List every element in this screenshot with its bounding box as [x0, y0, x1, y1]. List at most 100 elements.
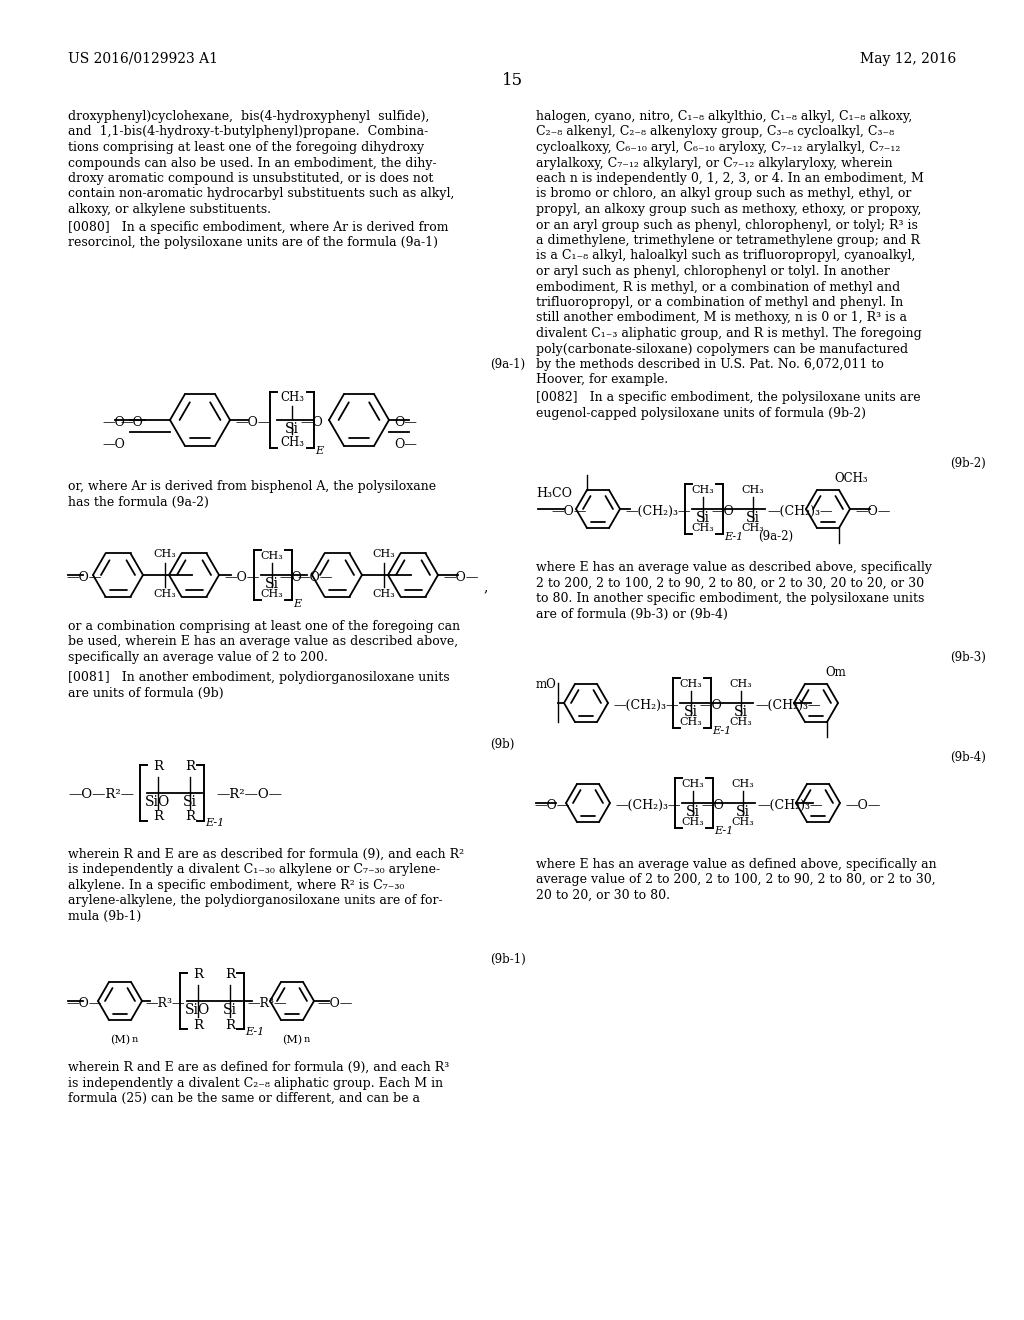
- Text: CH₃: CH₃: [741, 523, 764, 533]
- Text: each n is independently 0, 1, 2, 3, or 4. In an embodiment, M: each n is independently 0, 1, 2, 3, or 4…: [536, 172, 924, 185]
- Text: a dimethylene, trimethylene or tetramethylene group; and R: a dimethylene, trimethylene or tetrameth…: [536, 234, 920, 247]
- Text: —O—: —O—: [297, 572, 333, 583]
- Text: R: R: [153, 810, 163, 824]
- Text: specifically an average value of 2 to 200.: specifically an average value of 2 to 20…: [68, 651, 328, 664]
- Text: CH₃: CH₃: [373, 549, 395, 558]
- Text: CH₃: CH₃: [731, 817, 755, 828]
- Text: —O: —O: [300, 416, 323, 429]
- Text: —O—: —O—: [534, 799, 569, 812]
- Text: is a C₁₋₈ alkyl, haloalkyl such as trifluoropropyl, cyanoalkyl,: is a C₁₋₈ alkyl, haloalkyl such as trifl…: [536, 249, 915, 263]
- Text: CH₃: CH₃: [730, 678, 753, 689]
- Text: or an aryl group such as phenyl, chlorophenyl, or tolyl; R³ is: or an aryl group such as phenyl, chlorop…: [536, 219, 918, 231]
- Text: n: n: [304, 1035, 310, 1044]
- Text: wherein R and E are as defined for formula (9), and each R³: wherein R and E are as defined for formu…: [68, 1061, 450, 1074]
- Text: droxy aromatic compound is unsubstituted, or is does not: droxy aromatic compound is unsubstituted…: [68, 172, 433, 185]
- Text: contain non-aromatic hydrocarbyl substituents such as alkyl,: contain non-aromatic hydrocarbyl substit…: [68, 187, 455, 201]
- Text: 20 to 20, or 30 to 80.: 20 to 20, or 30 to 80.: [536, 888, 670, 902]
- Text: to 80. In another specific embodiment, the polysiloxane units: to 80. In another specific embodiment, t…: [536, 591, 925, 605]
- Text: —O—: —O—: [855, 506, 891, 517]
- Text: Si: Si: [183, 795, 197, 808]
- Text: R: R: [185, 810, 195, 824]
- Text: propyl, an alkoxy group such as methoxy, ethoxy, or propoxy,: propyl, an alkoxy group such as methoxy,…: [536, 203, 922, 216]
- Text: is independently a divalent C₁₋₃₀ alkylene or C₇₋₃₀ arylene-: is independently a divalent C₁₋₃₀ alkyle…: [68, 863, 440, 876]
- Text: average value of 2 to 200, 2 to 100, 2 to 90, 2 to 80, or 2 to 30,: average value of 2 to 200, 2 to 100, 2 t…: [536, 874, 936, 887]
- Text: (9b-2): (9b-2): [950, 457, 986, 470]
- Text: —(CH₂)₃—: —(CH₂)₃—: [615, 799, 681, 812]
- Text: E-1: E-1: [724, 532, 743, 543]
- Text: cycloalkoxy, C₆₋₁₀ aryl, C₆₋₁₀ aryloxy, C₇₋₁₂ arylalkyl, C₇₋₁₂: cycloalkoxy, C₆₋₁₀ aryl, C₆₋₁₀ aryloxy, …: [536, 141, 900, 154]
- Text: or, where Ar is derived from bisphenol A, the polysiloxane: or, where Ar is derived from bisphenol A…: [68, 480, 436, 492]
- Text: —O—: —O—: [234, 416, 270, 429]
- Text: C₂₋₈ alkenyl, C₂₋₈ alkenyloxy group, C₃₋₈ cycloalkyl, C₃₋₈: C₂₋₈ alkenyl, C₂₋₈ alkenyloxy group, C₃₋…: [536, 125, 894, 139]
- Text: SiO: SiO: [145, 795, 171, 808]
- Text: tions comprising at least one of the foregoing dihydroxy: tions comprising at least one of the for…: [68, 141, 424, 154]
- Text: are units of formula (9b): are units of formula (9b): [68, 686, 223, 700]
- Text: arylalkoxy, C₇₋₁₂ alkylaryl, or C₇₋₁₂ alkylaryloxy, wherein: arylalkoxy, C₇₋₁₂ alkylaryl, or C₇₋₁₂ al…: [536, 157, 893, 169]
- Text: —O: —O: [279, 572, 302, 583]
- Text: arylene-alkylene, the polydiorganosiloxane units are of for-: arylene-alkylene, the polydiorganosiloxa…: [68, 894, 442, 907]
- Text: formula (25) can be the same or different, and can be a: formula (25) can be the same or differen…: [68, 1092, 420, 1105]
- Text: divalent C₁₋₃ aliphatic group, and R is methyl. The foregoing: divalent C₁₋₃ aliphatic group, and R is …: [536, 327, 922, 341]
- Text: —O—: —O—: [443, 572, 478, 583]
- Text: (9a-1): (9a-1): [490, 358, 525, 371]
- Text: (M): (M): [282, 1035, 302, 1045]
- Text: mO: mO: [536, 678, 557, 690]
- Text: Si: Si: [285, 422, 299, 436]
- Text: OCH₃: OCH₃: [834, 473, 867, 484]
- Text: —(CH₂)₃—: —(CH₂)₃—: [613, 700, 679, 711]
- Text: droxyphenyl)cyclohexane,  bis(4-hydroxyphenyl  sulfide),: droxyphenyl)cyclohexane, bis(4-hydroxyph…: [68, 110, 429, 123]
- Text: CH₃: CH₃: [741, 484, 764, 495]
- Text: E-1: E-1: [245, 1027, 264, 1038]
- Text: —O: —O: [699, 700, 722, 711]
- Text: CH₃: CH₃: [373, 589, 395, 599]
- Text: R: R: [153, 759, 163, 772]
- Text: or aryl such as phenyl, chlorophenyl or tolyl. In another: or aryl such as phenyl, chlorophenyl or …: [536, 265, 890, 279]
- Text: E-1: E-1: [205, 818, 224, 829]
- Text: CH₃: CH₃: [731, 779, 755, 789]
- Text: CH₃: CH₃: [691, 523, 715, 533]
- Text: be used, wherein E has an average value as described above,: be used, wherein E has an average value …: [68, 635, 458, 648]
- Text: or a combination comprising at least one of the foregoing can: or a combination comprising at least one…: [68, 620, 460, 634]
- Text: R: R: [193, 968, 203, 981]
- Text: compounds can also be used. In an embodiment, the dihy-: compounds can also be used. In an embodi…: [68, 157, 436, 169]
- Text: —O—: —O—: [317, 997, 352, 1010]
- Text: alkylene. In a specific embodiment, where R² is C₇₋₃₀: alkylene. In a specific embodiment, wher…: [68, 879, 404, 891]
- Text: [0081]   In another embodiment, polydiorganosiloxane units: [0081] In another embodiment, polydiorga…: [68, 672, 450, 685]
- Text: 15: 15: [502, 73, 522, 88]
- Text: wherein R and E are as described for formula (9), and each R²: wherein R and E are as described for for…: [68, 847, 464, 861]
- Text: E-1: E-1: [714, 826, 733, 836]
- Text: 2 to 200, 2 to 100, 2 to 90, 2 to 80, or 2 to 30, 20 to 20, or 30: 2 to 200, 2 to 100, 2 to 90, 2 to 80, or…: [536, 577, 924, 590]
- Text: mula (9b-1): mula (9b-1): [68, 909, 141, 923]
- Text: CH₃: CH₃: [730, 717, 753, 727]
- Text: CH₃: CH₃: [682, 779, 705, 789]
- Text: —(CH₂)₃—: —(CH₂)₃—: [757, 799, 822, 812]
- Text: is bromo or chloro, an alkyl group such as methyl, ethyl, or: is bromo or chloro, an alkyl group such …: [536, 187, 911, 201]
- Text: n: n: [132, 1035, 138, 1044]
- Text: Si: Si: [734, 705, 748, 719]
- Text: alkoxy, or alkylene substituents.: alkoxy, or alkylene substituents.: [68, 203, 271, 216]
- Text: —O: —O: [701, 799, 724, 812]
- Text: CH₃: CH₃: [261, 550, 284, 561]
- Text: (9b-3): (9b-3): [950, 651, 986, 664]
- Text: —O—: —O—: [551, 506, 587, 517]
- Text: Om: Om: [825, 667, 846, 678]
- Text: —(CH₂)₃—: —(CH₂)₃—: [625, 506, 690, 517]
- Text: Si: Si: [686, 805, 700, 818]
- Text: —O: —O: [102, 438, 125, 451]
- Text: —O: —O: [102, 416, 125, 429]
- Text: (9b): (9b): [490, 738, 514, 751]
- Text: (9b-4): (9b-4): [950, 751, 986, 764]
- Text: —O—: —O—: [224, 572, 259, 583]
- Text: CH₃: CH₃: [280, 436, 304, 449]
- Text: ,: ,: [483, 579, 487, 594]
- Text: halogen, cyano, nitro, C₁₋₈ alkylthio, C₁₋₈ alkyl, C₁₋₈ alkoxy,: halogen, cyano, nitro, C₁₋₈ alkylthio, C…: [536, 110, 912, 123]
- Text: CH₃: CH₃: [682, 817, 705, 828]
- Text: May 12, 2016: May 12, 2016: [860, 51, 956, 66]
- Text: O—: O—: [394, 416, 417, 429]
- Text: (9b-1): (9b-1): [490, 953, 525, 966]
- Text: where E has an average value as described above, specifically: where E has an average value as describe…: [536, 561, 932, 574]
- Text: Si: Si: [746, 511, 760, 525]
- Text: CH₃: CH₃: [680, 678, 702, 689]
- Text: SiO: SiO: [185, 1003, 211, 1016]
- Text: E-1: E-1: [712, 726, 731, 737]
